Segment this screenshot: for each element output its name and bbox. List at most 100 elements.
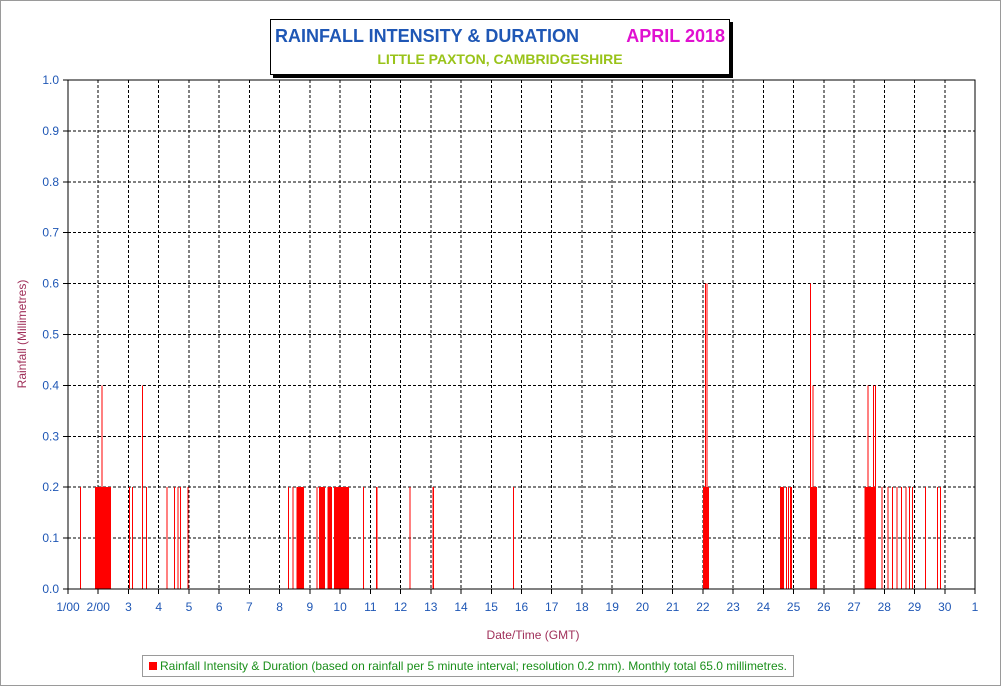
rain-bar	[177, 487, 179, 589]
rain-bar	[187, 487, 189, 589]
rain-bar	[706, 283, 708, 589]
y-tick-label: 0.2	[42, 480, 59, 494]
x-tick-label: 20	[636, 600, 650, 614]
rain-bar	[896, 487, 898, 589]
rain-bar	[334, 487, 350, 589]
rain-bar	[810, 283, 812, 589]
rain-bar	[867, 385, 869, 589]
rain-bar	[779, 487, 784, 589]
grid-layer	[68, 80, 975, 589]
rain-bar	[940, 487, 942, 589]
rain-bar	[887, 487, 889, 589]
y-tick-label: 0.6	[42, 277, 59, 291]
rain-bar	[875, 385, 877, 589]
y-tick-label: 0.0	[42, 582, 59, 596]
y-tick-label: 1.0	[42, 73, 59, 87]
x-tick-label: 18	[575, 600, 589, 614]
x-tick-label: 21	[666, 600, 680, 614]
rain-bar	[881, 487, 883, 589]
chart-title: RAINFALL INTENSITY & DURATION	[275, 26, 580, 46]
y-tick-label: 0.5	[42, 328, 59, 342]
y-tick-label: 0.1	[42, 531, 59, 545]
rain-bar	[810, 487, 818, 589]
rain-bar	[937, 487, 939, 589]
x-tick-label: 23	[726, 600, 740, 614]
rain-bar	[789, 487, 793, 589]
rain-bar	[705, 283, 707, 589]
x-tick-label: 10	[333, 600, 347, 614]
x-tick-label: 27	[847, 600, 861, 614]
rain-bar	[905, 487, 907, 589]
rain-bar	[909, 487, 911, 589]
y-axis-label: Rainfall (Millimetres)	[15, 280, 29, 389]
legend-swatch	[149, 662, 157, 670]
rain-bar	[362, 487, 364, 589]
rain-bar	[812, 385, 814, 589]
y-tick-label: 0.8	[42, 175, 59, 189]
axis-layer: 0.0 0.1 0.2 0.3 0.4 0.5 0.6 0.7 0.8 0.9 1.0 1/00 2/0…	[42, 73, 978, 614]
rain-bar	[409, 487, 411, 589]
rain-bar	[101, 385, 103, 589]
title-line: RAINFALL INTENSITY & DURATION APRIL 2018	[271, 26, 729, 48]
rain-bar	[129, 487, 131, 589]
y-tick-label: 0.7	[42, 226, 59, 240]
rain-bar	[292, 487, 294, 589]
x-tick-label: 17	[545, 600, 559, 614]
x-tick-label: 6	[216, 600, 223, 614]
rain-bar	[327, 487, 333, 589]
rain-bar	[318, 487, 325, 589]
x-tick-label: 1	[972, 600, 979, 614]
x-tick-label: 7	[246, 600, 253, 614]
x-tick-label: 11	[364, 600, 377, 614]
x-tick-label: 19	[606, 600, 620, 614]
x-tick-label: 13	[424, 600, 438, 614]
rain-bar	[142, 385, 144, 589]
rain-bar	[166, 487, 168, 589]
rain-bar	[95, 487, 112, 589]
bar-layer	[80, 283, 942, 589]
rain-bar	[80, 487, 82, 589]
x-tick-label: 22	[696, 600, 710, 614]
x-tick-label: 1/00	[56, 600, 80, 614]
y-tick-label: 0.4	[42, 378, 59, 392]
rain-bar	[925, 487, 927, 589]
rain-bar	[864, 487, 876, 589]
title-box: RAINFALL INTENSITY & DURATION APRIL 2018…	[270, 19, 730, 75]
y-tick-label: 0.3	[42, 429, 59, 443]
rain-bar	[173, 487, 175, 589]
rain-bar	[786, 487, 788, 589]
chart-month: APRIL 2018	[626, 26, 725, 46]
x-tick-label: 30	[938, 600, 952, 614]
x-tick-label: 2/00	[87, 600, 111, 614]
rain-bar	[873, 385, 875, 589]
rain-bar	[912, 487, 914, 589]
rain-bar	[132, 487, 134, 589]
chart-subtitle: LITTLE PAXTON, CAMBRIDGESHIRE	[377, 51, 623, 67]
x-tick-label: 26	[817, 600, 831, 614]
x-tick-label: 15	[485, 600, 499, 614]
rain-bar	[316, 487, 318, 589]
x-tick-label: 8	[276, 600, 283, 614]
x-tick-label: 9	[307, 600, 314, 614]
rain-bar	[891, 487, 893, 589]
legend-text: Rainfall Intensity & Duration (based on …	[160, 659, 787, 673]
rain-bar	[900, 487, 902, 589]
rain-bar	[432, 487, 434, 589]
rain-bar	[146, 487, 148, 589]
x-tick-label: 4	[155, 600, 162, 614]
x-tick-label: 28	[878, 600, 892, 614]
rain-bar	[375, 487, 378, 589]
x-axis-label: Date/Time (GMT)	[487, 628, 580, 642]
x-tick-label: 14	[454, 600, 468, 614]
x-tick-label: 3	[125, 600, 132, 614]
x-tick-label: 25	[787, 600, 801, 614]
legend: Rainfall Intensity & Duration (based on …	[142, 655, 794, 677]
rain-bar	[788, 487, 790, 589]
x-tick-label: 16	[515, 600, 529, 614]
x-tick-label: 12	[394, 600, 408, 614]
x-tick-label: 24	[757, 600, 771, 614]
rain-bar	[513, 487, 515, 589]
x-tick-label: 29	[908, 600, 922, 614]
